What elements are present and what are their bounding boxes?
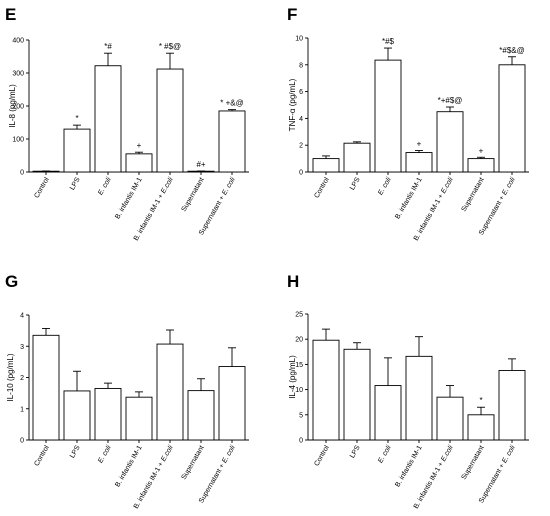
panel-letter: F xyxy=(287,5,297,24)
bar-b-infantis-im-1 xyxy=(405,152,433,173)
panel-letter: G xyxy=(5,272,18,291)
bar-control xyxy=(312,339,340,441)
significance-mark: * +&@ xyxy=(220,99,243,108)
y-tick-label: 0 xyxy=(20,170,24,177)
category-label: E. coli xyxy=(97,176,113,196)
bar-supernatant xyxy=(467,414,495,441)
bar-b-infantis-im-1 xyxy=(125,396,153,441)
panel-h: H IL-4 (pg/mL) 0 5 10 15 20 25 Control LPS E. coli… xyxy=(287,272,529,510)
panel-f: F TNF-α (pg/mL) 0 2 4 6 8 10 Control LPS *#$ E. col… xyxy=(287,5,529,242)
bar-control xyxy=(312,158,340,173)
panel-g: G IL-10 (pg/mL) 0 1 2 3 4 Control LPS E. coli B. i… xyxy=(5,272,249,510)
bar-b-infantis-im-1-e-coli xyxy=(436,396,464,441)
y-tick-label: 5 xyxy=(299,412,303,419)
y-tick-label: 25 xyxy=(295,312,303,319)
bar-supernatant xyxy=(467,158,495,173)
bar-supernatant xyxy=(187,390,215,441)
category-label: LPS xyxy=(349,444,362,459)
category-label: LPS xyxy=(69,176,82,191)
category-label: Supernatant xyxy=(181,176,206,213)
significance-mark: + xyxy=(479,146,484,155)
significance-mark: *#$&@ xyxy=(499,46,524,55)
category-label: E. coli xyxy=(377,176,393,196)
y-tick-label: 0 xyxy=(299,170,303,177)
category-label: Supernatant + E. coli xyxy=(478,176,517,236)
significance-mark: + xyxy=(137,141,142,150)
y-tick-label: 200 xyxy=(12,104,24,111)
category-label: E. coli xyxy=(97,444,113,464)
y-tick-label: 10 xyxy=(295,387,303,394)
bar-b-infantis-im-1-e-coli xyxy=(156,343,184,441)
bar-e-coli xyxy=(374,59,402,173)
category-label: Control xyxy=(33,176,51,199)
y-axis-label: IL-4 (pg/mL) xyxy=(288,355,297,399)
bar-lps xyxy=(343,348,371,441)
significance-mark: #+ xyxy=(196,160,205,169)
category-label: B. infantis IM-1 xyxy=(114,444,143,488)
panel-letter: H xyxy=(287,272,299,291)
y-tick-label: 8 xyxy=(299,62,303,69)
y-tick-label: 20 xyxy=(295,337,303,344)
significance-mark: + xyxy=(417,140,422,149)
y-tick-label: 6 xyxy=(299,89,303,96)
y-tick-label: 1 xyxy=(20,406,24,413)
bar-e-coli xyxy=(94,65,122,173)
bar-b-infantis-im-1 xyxy=(125,153,153,173)
category-label: LPS xyxy=(349,176,362,191)
y-tick-label: 10 xyxy=(295,36,303,43)
y-tick-label: 2 xyxy=(299,143,303,150)
category-label: Supernatant + E. coli xyxy=(198,444,237,504)
significance-mark: *#$ xyxy=(382,37,395,46)
y-tick-label: 300 xyxy=(12,71,24,78)
y-axis-label: IL-8 (pg/mL) xyxy=(8,84,17,128)
category-label: Supernatant xyxy=(461,444,486,481)
category-label: Supernatant xyxy=(461,176,486,213)
bar-supernatant-e-coli xyxy=(218,110,246,173)
bar-lps xyxy=(63,390,91,441)
category-label: Control xyxy=(313,444,331,467)
significance-mark: *+#$@ xyxy=(438,96,463,105)
bar-e-coli xyxy=(94,387,122,441)
bar-e-coli xyxy=(374,385,402,441)
y-tick-label: 15 xyxy=(295,362,303,369)
bar-lps xyxy=(63,128,91,173)
category-label: Supernatant + E. coli xyxy=(198,176,237,236)
bar-supernatant-e-coli xyxy=(498,369,526,441)
category-label: Control xyxy=(33,444,51,467)
bar-supernatant-e-coli xyxy=(498,64,526,173)
category-label: B. infantis IM-1 xyxy=(394,176,423,220)
category-label: B. infantis IM-1 xyxy=(114,176,143,220)
category-label: B. infantis IM-1 xyxy=(394,444,423,488)
bar-lps xyxy=(343,142,371,173)
y-tick-label: 4 xyxy=(299,116,303,123)
bar-control xyxy=(32,334,60,441)
category-label: Control xyxy=(313,176,331,199)
y-axis-label: TNF-α (pg/mL) xyxy=(288,78,297,131)
significance-mark: * xyxy=(479,396,482,405)
y-tick-label: 2 xyxy=(20,375,24,382)
y-tick-label: 100 xyxy=(12,137,24,144)
y-tick-label: 4 xyxy=(20,313,24,320)
panel-letter: E xyxy=(5,5,16,24)
significance-mark: * xyxy=(75,114,78,123)
y-tick-label: 3 xyxy=(20,344,24,351)
y-axis-label: IL-10 (pg/mL) xyxy=(6,353,15,401)
y-tick-label: 0 xyxy=(20,438,24,445)
bar-b-infantis-im-1 xyxy=(405,355,433,441)
category-label: LPS xyxy=(69,444,82,459)
category-label: Supernatant + E. coli xyxy=(478,444,517,504)
y-tick-label: 400 xyxy=(12,38,24,45)
panel-e: E IL-8 (pg/mL) 0 100 200 300 400 Control * LPS *# E… xyxy=(5,5,249,242)
significance-mark: *# xyxy=(104,42,112,51)
y-tick-label: 0 xyxy=(299,438,303,445)
significance-mark: * #$@ xyxy=(159,42,181,51)
bar-b-infantis-im-1-e-coli xyxy=(436,111,464,173)
category-label: Supernatant xyxy=(181,444,206,481)
category-label: E. coli xyxy=(377,444,393,464)
bar-b-infantis-im-1-e-coli xyxy=(156,68,184,173)
bar-supernatant-e-coli xyxy=(218,366,246,441)
